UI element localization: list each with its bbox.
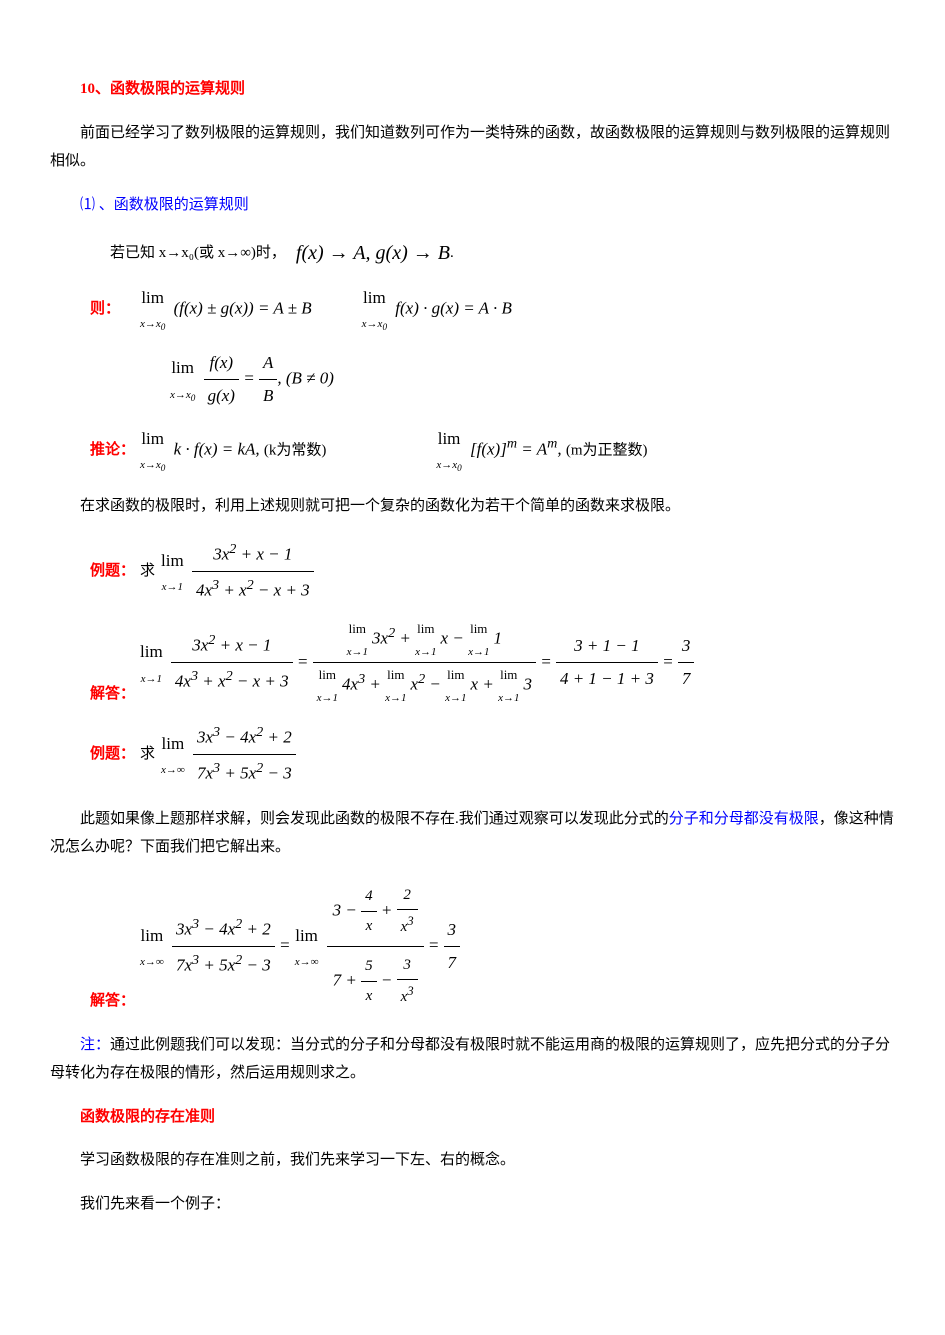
- note-text: 通过此例题我们可以发现：当分式的分子和分母都没有极限时就不能运用商的极限的运算规…: [50, 1037, 890, 1082]
- corollary-2: limx→x0 [f(x)]m = Am, (m为正整数): [436, 423, 647, 478]
- ex1-prefix: 求: [140, 557, 155, 586]
- answer-2: 解答： limx→∞ 3x3 − 4x2 + 2 7x3 + 5x2 − 3 =…: [50, 877, 895, 1016]
- ans1-formula: limx→1 3x2 + x − 1 4x3 + x2 − x + 3 = li…: [140, 617, 694, 709]
- premise-line: 若已知 x→x₀(或 x→∞)时， f(x) → A, g(x) → B .: [110, 234, 895, 272]
- para-after-rules: 在求函数的极限时，利用上述规则就可把一个复杂的函数化为若干个简单的函数来求极限。: [50, 492, 895, 521]
- title-text: 10、函数极限的运算规则: [80, 81, 245, 97]
- corollary-line: 推论： limx→x0 k · f(x) = kA, (k为常数) limx→x…: [50, 423, 895, 478]
- rule-1a: limx→x0 (f(x) ± g(x)) = A ± B: [140, 282, 312, 337]
- premise-prefix: 若已知 x→x₀(或 x→∞)时，: [110, 239, 286, 268]
- section2-text: 函数极限的存在准则: [80, 1109, 215, 1125]
- rule-1b: limx→x0 f(x) · g(x) = A · B: [362, 282, 512, 337]
- label-example-2: 例题：: [90, 740, 140, 769]
- answer-1: 解答： limx→1 3x2 + x − 1 4x3 + x2 − x + 3 …: [50, 617, 895, 709]
- label-answer-1: 解答：: [90, 680, 140, 709]
- label-example-1: 例题：: [90, 557, 140, 586]
- ans2-formula: limx→∞ 3x3 − 4x2 + 2 7x3 + 5x2 − 3 = lim…: [140, 877, 460, 1016]
- ans1-den: 4 + 1 − 1 + 3: [556, 663, 658, 695]
- premise-formula: f(x) → A, g(x) → B: [296, 234, 450, 272]
- label-then: 则：: [90, 295, 140, 324]
- example-1: 例题： 求 limx→1 3x2 + x − 1 4x3 + x2 − x + …: [50, 536, 895, 607]
- rule-line-1: 则： limx→x0 (f(x) ± g(x)) = A ± B limx→x0…: [50, 282, 895, 337]
- ex1-formula: limx→1 3x2 + x − 1 4x3 + x2 − x + 3: [161, 536, 314, 607]
- label-note: 注：: [80, 1037, 110, 1053]
- label-answer-2: 解答：: [90, 987, 140, 1016]
- label-corollary: 推论：: [90, 436, 140, 465]
- subsection-title: ⑴ 、函数极限的运算规则: [50, 191, 895, 220]
- para-ex2-b: 分子和分母都没有极限: [669, 811, 819, 827]
- ex2-prefix: 求: [140, 740, 155, 769]
- rule-line-2: limx→x0 f(x) g(x) = A B , (B ≠ 0): [170, 347, 895, 413]
- example-2: 例题： 求 limx→∞ 3x3 − 4x2 + 2 7x3 + 5x2 − 3: [50, 719, 895, 790]
- ans1-num: 3 + 1 − 1: [556, 630, 658, 663]
- ex2-formula: limx→∞ 3x3 − 4x2 + 2 7x3 + 5x2 − 3: [161, 719, 296, 790]
- para-ex2: 此题如果像上题那样求解，则会发现此函数的极限不存在.我们通过观察可以发现此分式的…: [50, 805, 895, 862]
- rule-2: limx→x0 f(x) g(x) = A B , (B ≠ 0): [170, 347, 334, 413]
- premise-suffix: .: [450, 239, 454, 268]
- section2-title: 函数极限的存在准则: [50, 1103, 895, 1132]
- corollary-1: limx→x0 k · f(x) = kA, (k为常数): [140, 423, 326, 478]
- intro-paragraph: 前面已经学习了数列极限的运算规则，我们知道数列可作为一类特殊的函数，故函数极限的…: [50, 119, 895, 176]
- para-ex2-a: 此题如果像上题那样求解，则会发现此函数的极限不存在.我们通过观察可以发现此分式的: [80, 811, 669, 827]
- note-paragraph: 注：通过此例题我们可以发现：当分式的分子和分母都没有极限时就不能运用商的极限的运…: [50, 1031, 895, 1088]
- para-last1: 学习函数极限的存在准则之前，我们先来学习一下左、右的概念。: [50, 1146, 895, 1175]
- subsection-text: ⑴ 、函数极限的运算规则: [80, 197, 249, 213]
- para-last2: 我们先来看一个例子：: [50, 1190, 895, 1219]
- section-title: 10、函数极限的运算规则: [50, 75, 895, 104]
